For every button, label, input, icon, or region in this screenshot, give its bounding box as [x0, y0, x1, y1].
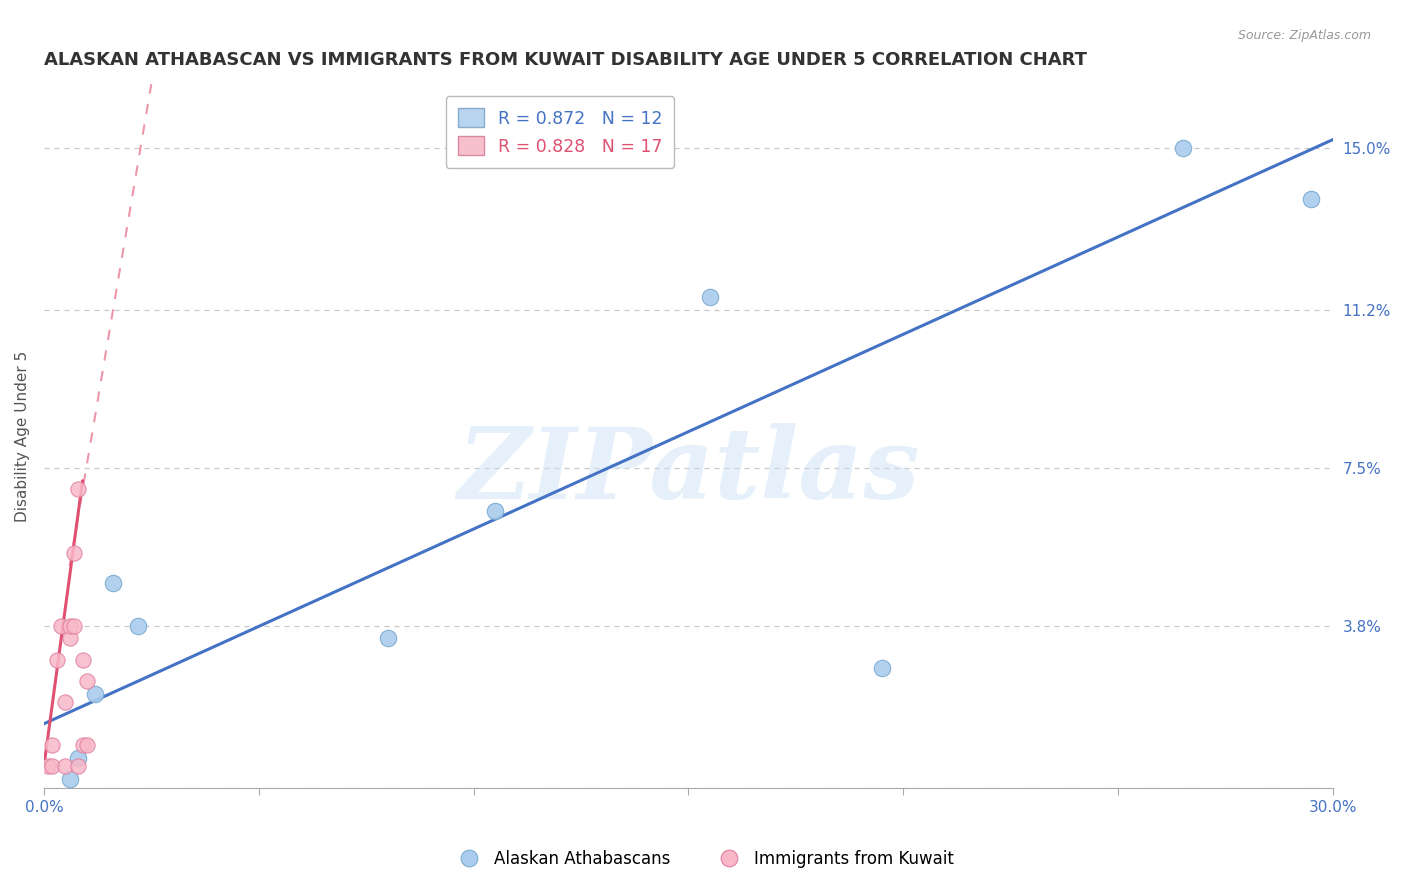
- Y-axis label: Disability Age Under 5: Disability Age Under 5: [15, 351, 30, 522]
- Point: [484, 503, 506, 517]
- Point: [127, 618, 149, 632]
- Point: [67, 482, 90, 496]
- Point: [101, 576, 124, 591]
- Text: ZIPatlas: ZIPatlas: [457, 423, 920, 519]
- Point: [59, 618, 82, 632]
- Point: [870, 661, 893, 675]
- Point: [67, 751, 90, 765]
- Text: Source: ZipAtlas.com: Source: ZipAtlas.com: [1237, 29, 1371, 42]
- Point: [699, 290, 721, 304]
- Point: [84, 687, 107, 701]
- Point: [41, 738, 63, 752]
- Point: [41, 759, 63, 773]
- Point: [59, 772, 82, 787]
- Point: [1301, 192, 1323, 206]
- Point: [76, 674, 98, 689]
- Point: [377, 632, 399, 646]
- Point: [37, 759, 59, 773]
- Text: ALASKAN ATHABASCAN VS IMMIGRANTS FROM KUWAIT DISABILITY AGE UNDER 5 CORRELATION : ALASKAN ATHABASCAN VS IMMIGRANTS FROM KU…: [44, 51, 1087, 69]
- Legend: Alaskan Athabascans, Immigrants from Kuwait: Alaskan Athabascans, Immigrants from Kuw…: [446, 844, 960, 875]
- Point: [45, 653, 67, 667]
- Point: [72, 738, 94, 752]
- Legend: R = 0.872   N = 12, R = 0.828   N = 17: R = 0.872 N = 12, R = 0.828 N = 17: [446, 96, 675, 168]
- Point: [63, 546, 86, 560]
- Point: [63, 618, 86, 632]
- Point: [67, 759, 90, 773]
- Point: [72, 653, 94, 667]
- Point: [53, 759, 76, 773]
- Point: [59, 632, 82, 646]
- Point: [1171, 141, 1194, 155]
- Point: [53, 696, 76, 710]
- Point: [76, 738, 98, 752]
- Point: [49, 618, 72, 632]
